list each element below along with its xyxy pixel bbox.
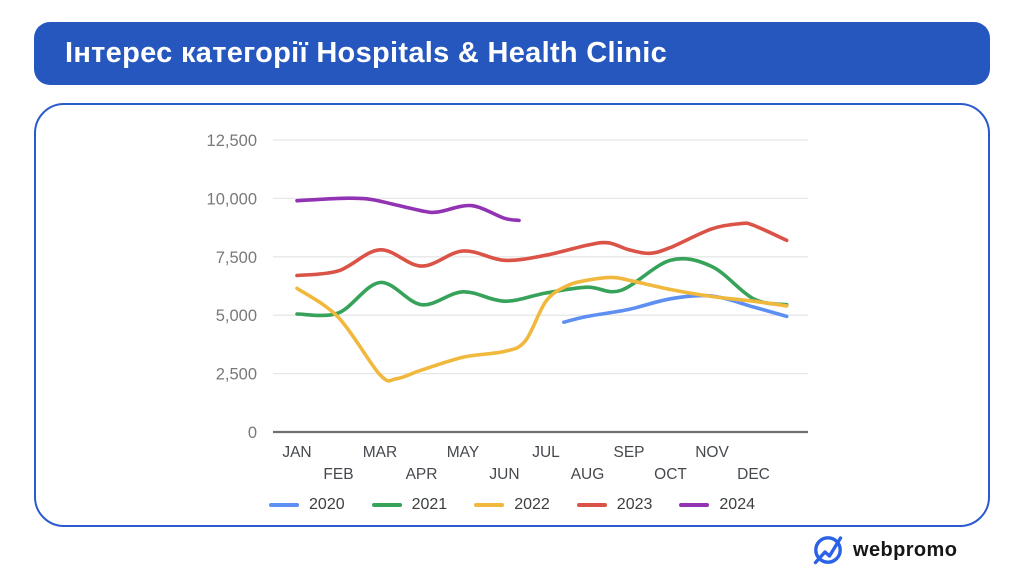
legend-swatch-2020	[269, 503, 300, 507]
logo-text: webpromo	[853, 538, 958, 561]
legend-label-2023: 2023	[616, 496, 653, 513]
legend-item-2023: 2023	[576, 496, 653, 514]
legend-swatch-2024	[679, 503, 710, 507]
legend-swatch-2022	[474, 503, 505, 507]
y-tick-label: 2,500	[216, 366, 257, 384]
x-tick-label: NOV	[695, 444, 729, 461]
legend-item-2022: 2022	[474, 496, 550, 514]
x-tick-label: OCT	[654, 466, 687, 483]
series-line-2024	[295, 196, 521, 223]
series-line-2023	[295, 221, 789, 278]
x-tick-label: MAR	[363, 444, 397, 461]
x-tick-label: JAN	[282, 444, 311, 461]
series-line-2021	[295, 256, 789, 318]
chart-card: 0 2,500 5,000 7,500 10,000 12,500 JAN FEB MAR APR…	[34, 103, 990, 527]
legend-label-2024: 2024	[719, 496, 755, 513]
x-tick-label: DEC	[737, 466, 770, 483]
y-tick-label: 12,500	[207, 132, 257, 150]
x-tick-label: MAY	[447, 444, 479, 461]
series-line-2022	[295, 275, 789, 383]
legend-label-2020: 2020	[309, 496, 345, 513]
x-tick-label: JUL	[532, 444, 560, 461]
x-tick-label: APR	[406, 466, 438, 483]
webpromo-icon	[813, 536, 843, 565]
legend-label-2021: 2021	[411, 496, 448, 513]
legend-item-2021: 2021	[371, 496, 448, 514]
x-tick-label: FEB	[323, 466, 353, 483]
y-tick-label: 5,000	[216, 307, 257, 325]
chart-legend: 2020 2021 2022 2023 2024	[269, 496, 755, 514]
y-tick-label: 0	[248, 424, 257, 442]
legend-swatch-2021	[371, 503, 402, 507]
webpromo-logo: webpromo	[810, 532, 957, 568]
x-tick-label: SEP	[613, 444, 644, 461]
y-tick-label: 10,000	[207, 190, 257, 208]
legend-label-2022: 2022	[514, 496, 550, 513]
x-tick-label: AUG	[571, 466, 605, 483]
x-tick-label: JUN	[489, 466, 519, 483]
series-line-2020	[562, 293, 789, 324]
title-banner: Інтерес категорії Hospitals & Health Cli…	[34, 22, 990, 85]
legend-item-2020: 2020	[269, 496, 345, 514]
y-tick-label: 7,500	[216, 249, 257, 267]
interest-line-chart: 0 2,500 5,000 7,500 10,000 12,500 JAN FEB MAR APR…	[207, 132, 808, 483]
page-title: Інтерес категорії Hospitals & Health Cli…	[65, 37, 668, 69]
legend-swatch-2023	[576, 503, 607, 507]
legend-item-2024: 2024	[679, 496, 755, 514]
